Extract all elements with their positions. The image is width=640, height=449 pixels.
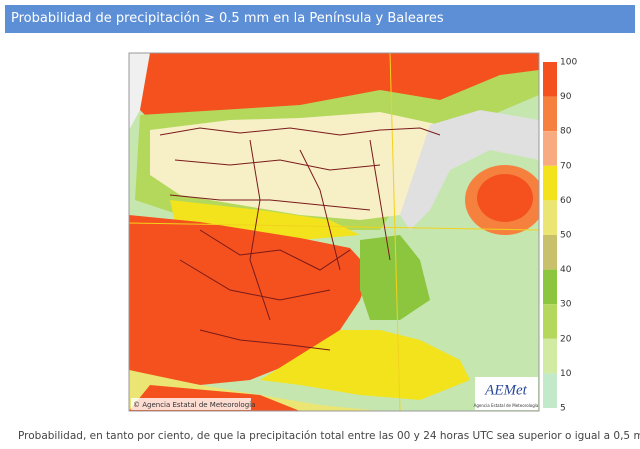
map-image [129, 53, 539, 411]
legend-label: 5 [560, 404, 566, 414]
legend-label: 50 [560, 231, 572, 241]
logo-box [475, 377, 538, 410]
caption: Probabilidad, en tanto por ciento, de qu… [18, 430, 640, 442]
legend-swatch [543, 165, 557, 201]
legend-swatch [543, 235, 557, 270]
legend-swatch [543, 200, 557, 235]
legend-label: 80 [560, 127, 572, 137]
legend-label: 60 [560, 196, 572, 206]
logo-subtitle: Agencia Estatal de Meteorología [474, 403, 539, 408]
legend-swatch [543, 131, 557, 166]
header-bar: Probabilidad de precipitación ≥ 0.5 mm e… [5, 5, 635, 33]
legend-swatch [543, 96, 557, 132]
legend-swatch [543, 304, 557, 339]
legend-swatch [543, 338, 557, 374]
copyright-box [131, 398, 251, 410]
legend-label: 10 [560, 369, 572, 379]
copyright: © Agencia Estatal de Meteorología [133, 401, 255, 409]
legend-label: 100 [560, 58, 577, 68]
legend: 100 90 80 70 60 50 40 30 20 10 5 [543, 58, 577, 414]
legend-label: 20 [560, 334, 572, 344]
map-frame [128, 52, 540, 412]
title: Probabilidad de precipitación ≥ 0.5 mm e… [11, 11, 444, 26]
logo: AEMet [484, 382, 527, 398]
legend-swatch [543, 62, 557, 97]
legend-label: 40 [560, 265, 572, 275]
legend-label: 90 [560, 92, 572, 102]
legend-swatch [543, 373, 557, 408]
legend-label: 30 [560, 300, 572, 310]
legend-label: 70 [560, 161, 572, 171]
legend-swatch [543, 269, 557, 305]
